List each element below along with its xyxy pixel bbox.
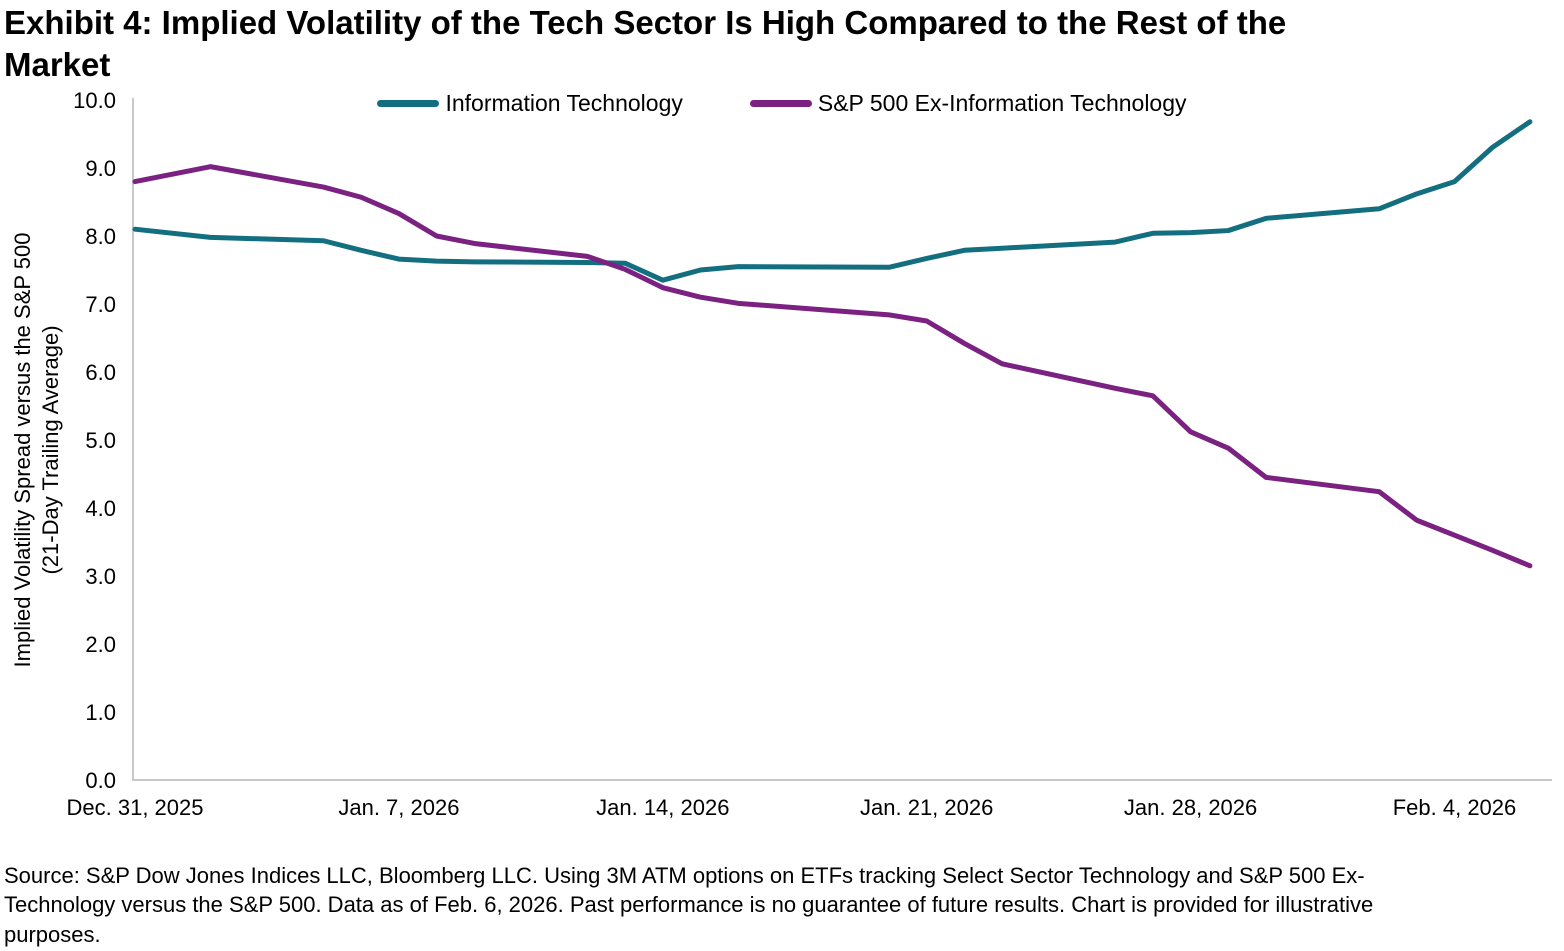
source-note-line-3: purposes.	[4, 921, 101, 947]
series-line-s-p-500-ex-information-technology	[132, 164, 1533, 569]
legend-item-information-technology: Information Technology	[377, 90, 683, 117]
series-line-information-technology	[132, 119, 1533, 283]
y-tick-label: 4.0	[85, 496, 116, 521]
source-note: Source: S&P Dow Jones Indices LLC, Bloom…	[4, 861, 1560, 949]
page-title-line-1: Exhibit 4: Implied Volatility of the Tec…	[4, 4, 1287, 41]
legend-label-sp500-ex-information-technology: S&P 500 Ex-Information Technology	[817, 90, 1187, 116]
x-tick-label: Jan. 7, 2026	[338, 795, 459, 820]
y-tick-label: 5.0	[85, 428, 116, 453]
y-axis-title-line-2: (21-Day Trailing Average)	[37, 325, 63, 575]
y-tick-label: 9.0	[85, 156, 116, 181]
y-axis-title-line-1: Implied Volatility Spread versus the S&P…	[10, 232, 35, 668]
y-axis-title: Implied Volatility Spread versus the S&P…	[9, 150, 67, 750]
legend-swatch-sp500-ex-information-technology	[749, 100, 812, 107]
y-tick-label: 7.0	[85, 292, 116, 317]
x-tick-label: Jan. 14, 2026	[596, 795, 729, 820]
y-tick-label: 1.0	[85, 700, 116, 725]
legend-swatch-information-technology	[377, 100, 440, 107]
legend-label-information-technology: Information Technology	[445, 90, 683, 116]
x-tick-label: Dec. 31, 2025	[67, 795, 204, 820]
y-tick-label: 2.0	[85, 632, 116, 657]
y-tick-label: 3.0	[85, 564, 116, 589]
page-title: Exhibit 4: Implied Volatility of the Tec…	[4, 2, 1286, 86]
source-note-line-2: Technology versus the S&P 500. Data as o…	[4, 892, 1374, 918]
chart-legend: Information Technology S&P 500 Ex-Inform…	[0, 90, 1564, 117]
y-tick-label: 6.0	[85, 360, 116, 385]
page-title-line-2: Market	[4, 45, 111, 83]
x-tick-label: Jan. 28, 2026	[1124, 795, 1257, 820]
source-note-line-1: Source: S&P Dow Jones Indices LLC, Bloom…	[4, 863, 1365, 888]
y-tick-label: 10.0	[73, 88, 116, 113]
legend-item-sp500-ex-information-technology: S&P 500 Ex-Information Technology	[749, 90, 1187, 117]
y-tick-label: 8.0	[85, 224, 116, 249]
x-tick-label: Feb. 4, 2026	[1393, 795, 1517, 820]
x-tick-label: Jan. 21, 2026	[860, 795, 993, 820]
y-tick-label: 0.0	[85, 768, 116, 793]
